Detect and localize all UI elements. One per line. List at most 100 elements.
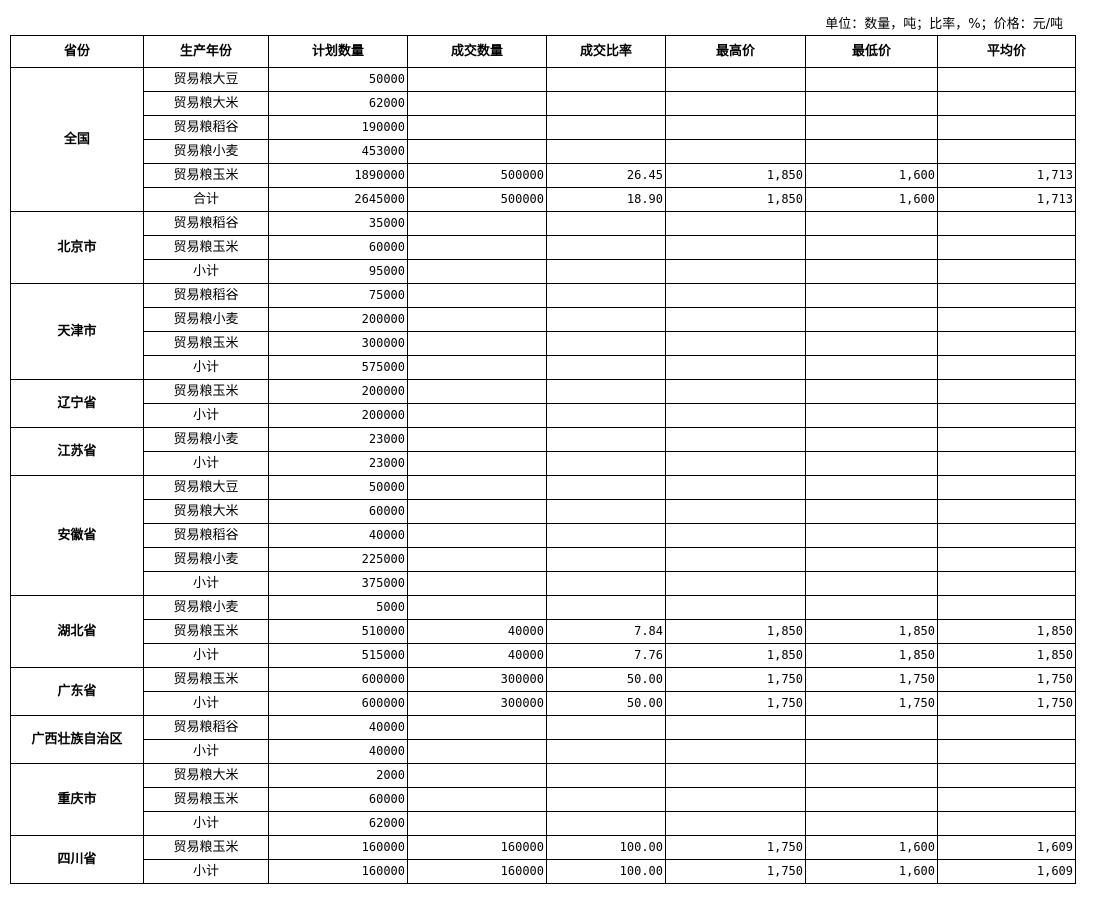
max-price-cell <box>665 595 806 620</box>
min-price-cell <box>805 427 938 452</box>
planned-qty-cell: 190000 <box>268 115 408 140</box>
min-price-cell: 1,850 <box>805 619 938 644</box>
table-row: 北京市 贸易粮稻谷 35000 <box>10 211 1076 284</box>
deal-ratio-cell <box>546 91 666 116</box>
max-price-cell <box>665 451 806 476</box>
table-row: 湖北省 贸易粮小麦 5000 <box>10 595 1076 668</box>
avg-price-cell <box>937 67 1076 92</box>
table-row: 贸易粮小麦 453000 <box>11 139 1076 164</box>
deal-ratio-cell <box>546 499 666 524</box>
table-row: 贸易粮玉米 1890000 500000 26.45 1,850 1,600 1,713 <box>11 163 1076 188</box>
min-price-cell <box>805 307 938 332</box>
item-cell: 贸易粮玉米 <box>143 163 269 188</box>
deal-ratio-cell <box>546 739 666 764</box>
province-cell: 安徽省 <box>10 475 144 596</box>
min-price-cell <box>805 283 938 308</box>
deal-ratio-cell <box>546 811 666 836</box>
avg-price-cell <box>937 571 1076 596</box>
max-price-cell <box>665 403 806 428</box>
min-price-cell <box>805 91 938 116</box>
table-row: 贸易粮玉米 300000 <box>11 331 1076 356</box>
table-row: 四川省 贸易粮玉米 160000 160000 100.00 1,750 1,600 1,60… <box>10 835 1076 884</box>
item-cell: 贸易粮玉米 <box>143 331 269 356</box>
deal-ratio-cell <box>546 523 666 548</box>
province-cell: 湖北省 <box>10 595 144 668</box>
min-price-cell <box>805 571 938 596</box>
planned-qty-cell: 300000 <box>268 331 408 356</box>
item-cell: 小计 <box>143 643 269 668</box>
max-price-cell <box>665 259 806 284</box>
deal-ratio-cell: 26.45 <box>546 163 666 188</box>
avg-price-cell <box>937 91 1076 116</box>
table-row: 贸易粮稻谷 40000 <box>11 523 1076 548</box>
table-row: 天津市 贸易粮稻谷 75000 <box>10 283 1076 380</box>
deal-qty-cell <box>407 259 547 284</box>
min-price-cell <box>805 547 938 572</box>
item-cell: 小计 <box>143 739 269 764</box>
table-row: 贸易粮玉米 60000 <box>11 787 1076 812</box>
max-price-cell: 1,750 <box>665 835 806 860</box>
deal-ratio-cell <box>546 451 666 476</box>
deal-qty-cell: 40000 <box>407 619 547 644</box>
deal-ratio-cell <box>546 571 666 596</box>
min-price-cell: 1,750 <box>805 667 938 692</box>
avg-price-cell <box>937 139 1076 164</box>
planned-qty-cell: 50000 <box>268 67 408 92</box>
deal-ratio-cell: 50.00 <box>546 667 666 692</box>
planned-qty-cell: 40000 <box>268 523 408 548</box>
deal-ratio-cell <box>546 547 666 572</box>
item-cell: 贸易粮玉米 <box>143 379 269 404</box>
table-row: 小计 375000 <box>11 571 1076 596</box>
max-price-cell <box>665 139 806 164</box>
deal-qty-cell <box>407 91 547 116</box>
deal-ratio-cell <box>546 763 666 788</box>
deal-qty-cell <box>407 547 547 572</box>
deal-qty-cell: 300000 <box>407 667 547 692</box>
deal-qty-cell <box>407 811 547 836</box>
item-cell: 贸易粮稻谷 <box>143 283 269 308</box>
deal-qty-cell <box>407 379 547 404</box>
item-cell: 贸易粮小麦 <box>143 427 269 452</box>
planned-qty-cell: 515000 <box>268 643 408 668</box>
table-row: 贸易粮玉米 510000 40000 7.84 1,850 1,850 1,850 <box>11 619 1076 644</box>
table-row: 合计 2645000 500000 18.90 1,850 1,600 1,713 <box>11 187 1076 212</box>
planned-qty-cell: 200000 <box>268 307 408 332</box>
deal-qty-cell <box>407 355 547 380</box>
planned-qty-cell: 1890000 <box>268 163 408 188</box>
table-row: 小计 23000 <box>11 451 1076 476</box>
item-cell: 贸易粮大米 <box>143 91 269 116</box>
planned-qty-cell: 225000 <box>268 547 408 572</box>
min-price-cell: 1,600 <box>805 163 938 188</box>
deal-ratio-cell <box>546 211 666 236</box>
item-cell: 贸易粮大豆 <box>143 67 269 92</box>
min-price-cell <box>805 739 938 764</box>
avg-price-cell <box>937 811 1076 836</box>
max-price-cell: 1,850 <box>665 643 806 668</box>
item-cell: 小计 <box>143 451 269 476</box>
min-price-cell <box>805 403 938 428</box>
table-row: 辽宁省 贸易粮玉米 200000 <box>10 379 1076 428</box>
max-price-cell <box>665 763 806 788</box>
max-price-cell: 1,850 <box>665 163 806 188</box>
min-price-cell <box>805 595 938 620</box>
max-price-cell <box>665 475 806 500</box>
min-price-cell <box>805 67 938 92</box>
province-cell: 广东省 <box>10 667 144 716</box>
max-price-cell: 1,750 <box>665 859 806 884</box>
table-row: 全国 贸易粮大豆 50000 <box>10 67 1076 212</box>
item-cell: 贸易粮玉米 <box>143 235 269 260</box>
min-price-cell <box>805 523 938 548</box>
table-row: 贸易粮小麦 200000 <box>11 307 1076 332</box>
planned-qty-cell: 375000 <box>268 571 408 596</box>
deal-ratio-cell <box>546 427 666 452</box>
deal-qty-cell <box>407 475 547 500</box>
province-cell: 辽宁省 <box>10 379 144 428</box>
avg-price-cell <box>937 763 1076 788</box>
item-cell: 小计 <box>143 403 269 428</box>
table-row: 广东省 贸易粮玉米 600000 300000 50.00 1,750 1,750 1,750 <box>10 667 1076 716</box>
planned-qty-cell: 600000 <box>268 667 408 692</box>
item-cell: 小计 <box>143 259 269 284</box>
avg-price-cell <box>937 307 1076 332</box>
col-deal-ratio: 成交比率 <box>546 35 666 68</box>
max-price-cell: 1,750 <box>665 667 806 692</box>
